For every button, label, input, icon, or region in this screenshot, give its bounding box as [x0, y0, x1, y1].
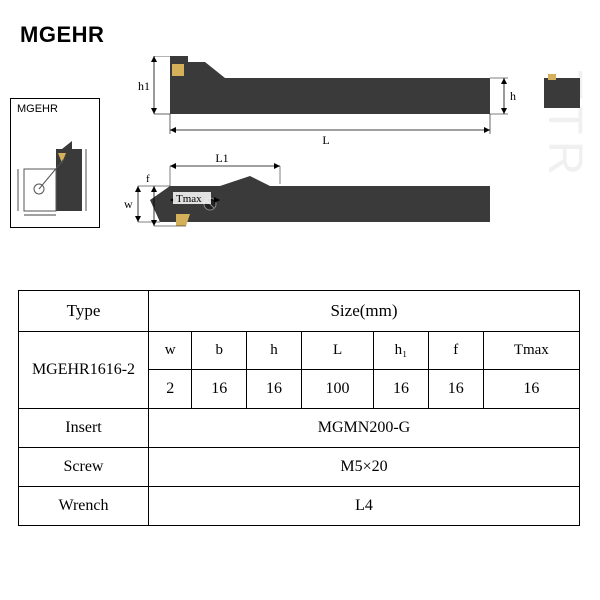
dim-L: L — [322, 133, 329, 147]
dim-w: w — [124, 197, 133, 211]
val-b: 16 — [192, 370, 247, 409]
col-L: L — [301, 332, 373, 370]
spec-table: Type Size(mm) MGEHR1616-2 w b h L h₁ f T… — [18, 290, 580, 526]
val-insert: MGMN200-G — [149, 409, 580, 448]
col-h: h — [247, 332, 302, 370]
col-Tmax: Tmax — [483, 332, 579, 370]
val-w: 2 — [149, 370, 192, 409]
page-title: MGEHR — [20, 22, 104, 48]
val-f: 16 — [428, 370, 483, 409]
val-screw: M5×20 — [149, 448, 580, 487]
legend-label: MGEHR — [17, 103, 58, 115]
val-wrench: L4 — [149, 487, 580, 526]
col-f: f — [428, 332, 483, 370]
th-screw: Screw — [19, 448, 149, 487]
legend-diagram — [14, 119, 98, 224]
th-type: Type — [19, 291, 149, 332]
th-insert: Insert — [19, 409, 149, 448]
th-size: Size(mm) — [149, 291, 580, 332]
col-w: w — [149, 332, 192, 370]
val-Tmax: 16 — [483, 370, 579, 409]
dim-Tmax: Tmax — [176, 193, 202, 205]
drawing-svg: h1 h L — [110, 56, 520, 256]
model-cell: MGEHR1616-2 — [19, 332, 149, 409]
val-h1: 16 — [374, 370, 429, 409]
col-h1: h₁ — [374, 332, 429, 370]
th-wrench: Wrench — [19, 487, 149, 526]
dim-h1: h1 — [138, 79, 150, 93]
main-drawings: h1 h L — [110, 56, 520, 256]
dim-L1: L1 — [215, 151, 228, 165]
val-L: 100 — [301, 370, 373, 409]
dim-h: h — [510, 89, 516, 103]
dim-f: f — [146, 173, 150, 185]
legend-box: MGEHR — [10, 98, 100, 228]
end-view — [540, 74, 585, 114]
val-h: 16 — [247, 370, 302, 409]
col-b: b — [192, 332, 247, 370]
